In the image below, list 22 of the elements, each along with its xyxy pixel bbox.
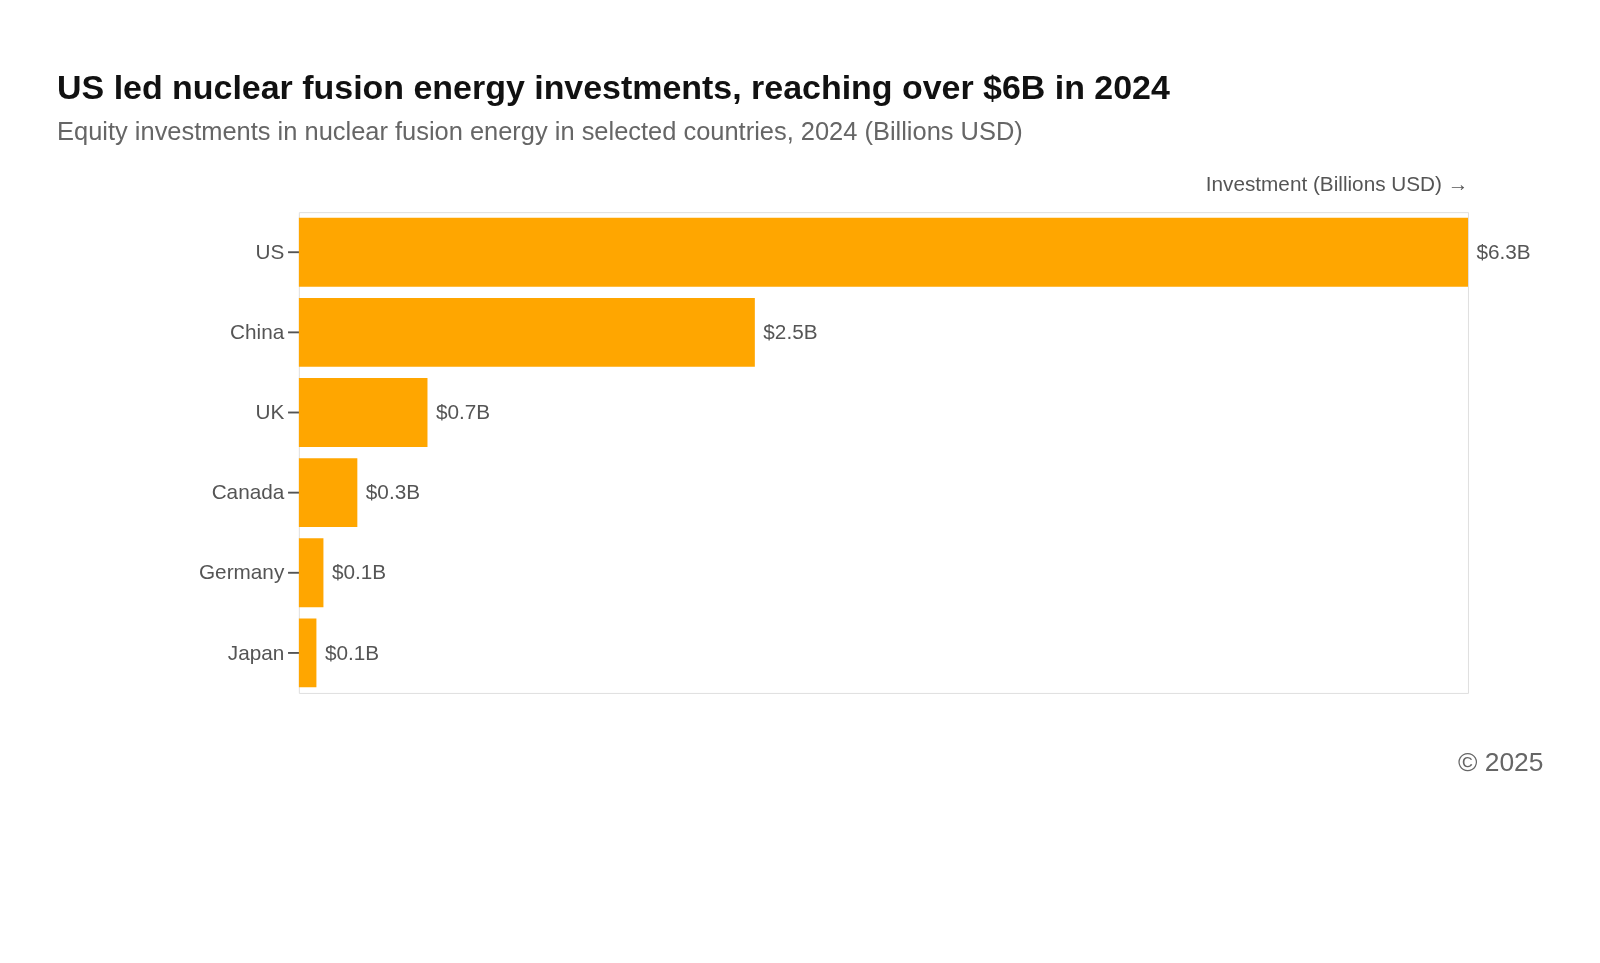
text: $0.7B — [435, 400, 491, 424]
chart-subtitle: Equity investments in nuclear fusion energy in selected countries, 2024 (Billions USD) — [57, 116, 1023, 145]
text: $0.1B — [331, 560, 387, 584]
text: $6.3B — [1476, 239, 1531, 263]
y-tick-label: China — [230, 319, 285, 343]
text: $0.3B — [365, 480, 421, 504]
text: $0.1B — [324, 640, 380, 664]
bar — [298, 297, 755, 367]
bar — [298, 618, 317, 688]
y-tick-label: US — [255, 239, 285, 263]
y-tick-label: Japan — [227, 640, 285, 664]
y-tick-label: Germany — [198, 560, 285, 584]
y-tick-label: UK — [255, 400, 285, 424]
y-tick-label: Canada — [211, 480, 285, 504]
bar — [298, 538, 324, 608]
bar — [298, 458, 358, 528]
text: © 2025 — [1457, 747, 1544, 778]
text: $2.5B — [763, 319, 818, 343]
bar — [298, 378, 428, 447]
bar — [298, 217, 1468, 287]
chart-title: US led nuclear fusion energy investments, reaching over $6B in 2024 — [57, 68, 1170, 107]
x-axis-title: Investment (Billions USD) → — [1205, 171, 1469, 195]
